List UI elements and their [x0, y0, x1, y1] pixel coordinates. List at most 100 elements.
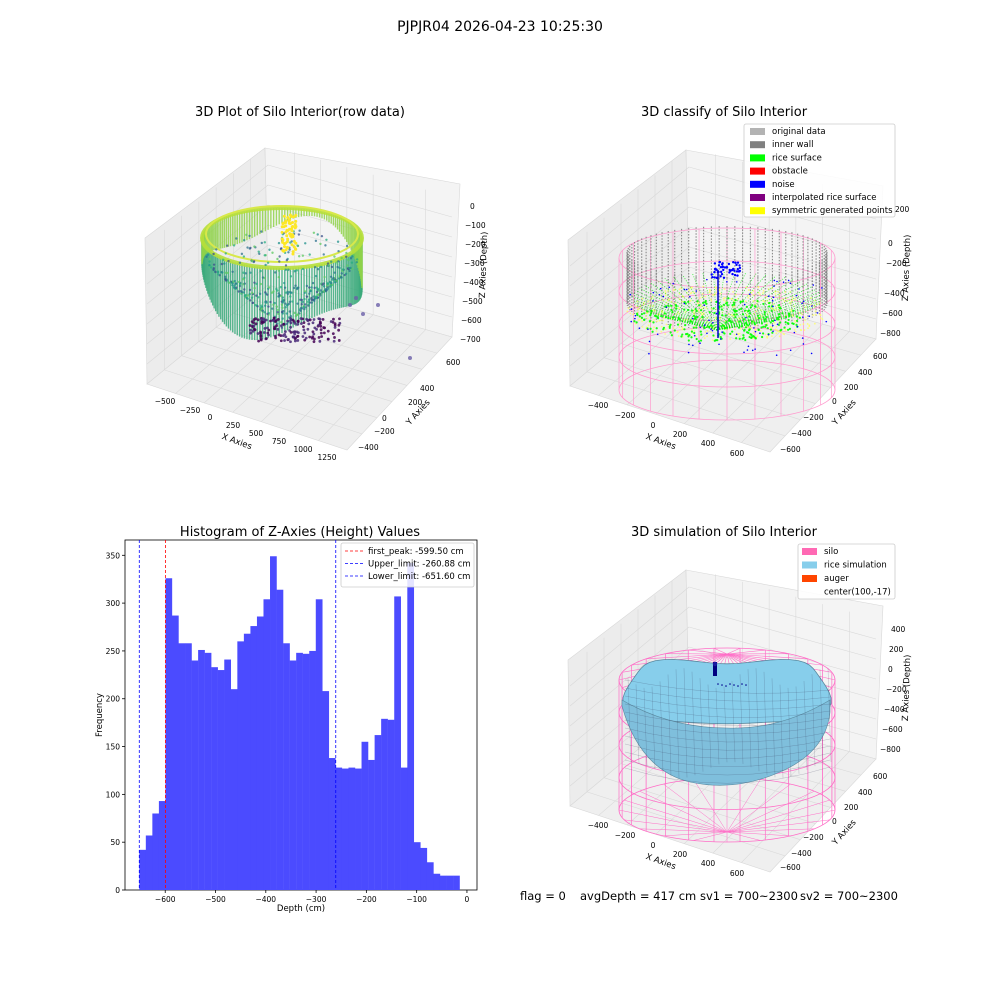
- raw-z-tick: −200: [465, 240, 486, 249]
- histogram-bar: [191, 660, 199, 890]
- histogram-y-tick: 150: [106, 743, 121, 752]
- histogram-legend-label: Upper_limit: -260.88 cm: [368, 560, 471, 570]
- classify-legend-swatch: [750, 180, 765, 188]
- histogram-legend-label: Lower_limit: -651.60 cm: [368, 572, 470, 582]
- simulation-y-tick: 600: [873, 772, 888, 781]
- classify-legend-swatch: [750, 128, 765, 135]
- raw-x-tick: 0: [208, 413, 213, 422]
- raw-y-tick: 600: [446, 358, 461, 367]
- status-line: flag = 0 avgDepth = 417 cm sv1 = 700~230…: [520, 889, 898, 903]
- simulation-legend-label: auger: [824, 574, 849, 584]
- histogram-x-tick: 0: [465, 895, 470, 904]
- classify-y-tick: 600: [873, 352, 888, 361]
- histogram-bar: [178, 643, 186, 890]
- histogram-title: Histogram of Z-Axies (Height) Values: [180, 525, 420, 540]
- histogram-x-ticks: −600 −500 −400 −300 −200 −100 0: [155, 890, 470, 904]
- simulation-3d-panel: 3D simulation of Silo Interior silo rice …: [567, 525, 913, 878]
- histogram-bar: [361, 741, 369, 890]
- classify-z-tick: −400: [884, 289, 905, 298]
- simulation-x-tick: 600: [730, 869, 745, 878]
- raw-x-tick: 750: [272, 437, 287, 446]
- simulation-z-tick: −800: [880, 745, 901, 754]
- raw-x-tick: 1000: [293, 445, 312, 454]
- histogram-bar: [439, 875, 447, 890]
- histogram-bar: [446, 875, 454, 890]
- histogram-x-tick: −200: [356, 895, 377, 904]
- raw-z-axis-label: Z Axies (Depth): [478, 231, 490, 298]
- histogram-bar: [250, 626, 258, 890]
- histogram-bar: [263, 599, 271, 890]
- histogram-bar: [368, 759, 375, 890]
- classify-legend-label: obstacle: [772, 167, 808, 177]
- simulation-legend-swatch: [802, 561, 817, 569]
- status-sv1: sv1 = 700~2300: [700, 889, 798, 903]
- simulation-x-tick: 0: [651, 841, 656, 850]
- raw-y-tick: 400: [420, 384, 435, 393]
- classify-z-tick: −200: [886, 259, 907, 268]
- simulation-panel-title: 3D simulation of Silo Interior: [631, 525, 818, 540]
- raw-x-tick: −250: [180, 406, 201, 415]
- simulation-y-tick: −400: [791, 849, 812, 858]
- simulation-y-tick: 400: [858, 788, 873, 797]
- status-flag: flag = 0: [520, 889, 566, 903]
- classify-legend-swatch: [750, 141, 765, 149]
- histogram-legend: first_peak: -599.50 cm Upper_limit: -260.…: [340, 542, 475, 588]
- simulation-legend-swatch: [802, 548, 817, 555]
- histogram-bar: [165, 578, 173, 890]
- histogram-y-tick: 50: [110, 838, 120, 847]
- simulation-x-tick: 400: [701, 859, 716, 868]
- classify-legend-swatch: [750, 207, 765, 215]
- histogram-bar: [387, 719, 395, 890]
- histogram-bar: [296, 652, 303, 890]
- classify-x-tick: −400: [588, 401, 609, 410]
- raw-x-tick: −500: [155, 397, 176, 406]
- simulation-z-tick: 200: [889, 645, 904, 654]
- histogram-x-tick: −400: [255, 895, 276, 904]
- raw-y-tick: −200: [374, 427, 395, 436]
- histogram-bar: [355, 768, 362, 890]
- histogram-bar: [433, 873, 441, 890]
- histogram-bar: [381, 718, 388, 890]
- simulation-y-tick: 200: [844, 803, 859, 812]
- raw-x-tick: 250: [226, 421, 241, 430]
- simulation-z-axis-label: Z Axies (Depth): [901, 654, 913, 721]
- classify-panel-title: 3D classify of Silo Interior: [641, 105, 808, 120]
- histogram-bar: [224, 659, 232, 890]
- raw-panel-title: 3D Plot of Silo Interior(row data): [195, 105, 405, 120]
- histogram-bar: [407, 562, 415, 890]
- histogram-y-tick: 350: [106, 551, 121, 560]
- raw-point-cloud: [200, 205, 412, 360]
- histogram-bar: [158, 801, 166, 890]
- simulation-legend-label: center(100,-17): [824, 588, 891, 598]
- histogram-reference-lines: [138, 540, 337, 890]
- classify-point-cloud: [618, 226, 836, 421]
- classify-x-ticks: −400 −200 0 200 400 600: [588, 401, 745, 458]
- histogram-x-tick: −600: [155, 895, 176, 904]
- simulation-y-tick: 0: [832, 817, 837, 826]
- simulation-x-ticks: −400 −200 0 200 400 600: [588, 821, 745, 878]
- histogram-bar: [309, 650, 316, 890]
- raw-y-tick: 0: [382, 414, 387, 423]
- histogram-y-tick: 250: [106, 647, 121, 656]
- raw-z-tick: −600: [461, 316, 482, 325]
- histogram-bar: [185, 643, 192, 890]
- classify-3d-panel: 3D classify of Silo Interior original da…: [567, 105, 913, 458]
- histogram-bar: [335, 767, 343, 890]
- histogram-x-tick: −300: [306, 895, 327, 904]
- simulation-legend-label: rice simulation: [824, 561, 887, 571]
- histogram-bar: [289, 660, 297, 890]
- histogram-bar: [283, 643, 290, 890]
- histogram-y-tick: 300: [106, 599, 121, 608]
- raw-pane-floor: [146, 284, 453, 451]
- classify-x-tick: 400: [701, 439, 716, 448]
- histogram-y-tick: 100: [106, 790, 121, 799]
- histogram-bar: [302, 653, 310, 890]
- histogram-bar: [237, 641, 245, 890]
- histogram-bar: [413, 842, 421, 890]
- simulation-x-tick: 200: [673, 850, 688, 859]
- classify-y-tick: 0: [832, 397, 837, 406]
- histogram-bar: [256, 616, 264, 890]
- classify-y-tick: −400: [791, 429, 812, 438]
- histogram-bar: [204, 652, 212, 890]
- classify-z-axis-label: Z Axies (Depth): [901, 234, 913, 301]
